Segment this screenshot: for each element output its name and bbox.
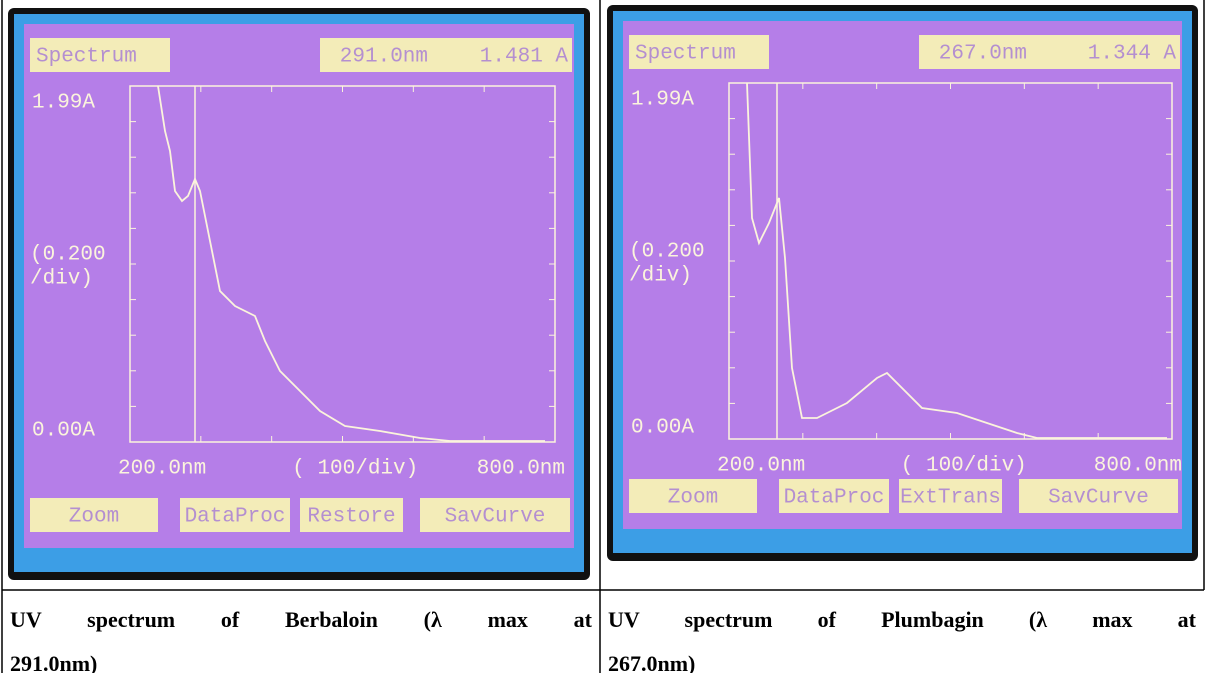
caption-line: UV spectrum of Berbaloin (λ max at bbox=[10, 607, 592, 632]
softkey bbox=[629, 479, 757, 513]
softkey-label: SavCurve bbox=[445, 506, 546, 529]
title-box bbox=[629, 35, 769, 69]
softkey bbox=[779, 479, 889, 513]
readout-absorbance: 1.481 A bbox=[480, 46, 569, 69]
caption: UV spectrum of Berbaloin (λ max at 291.0… bbox=[10, 598, 592, 673]
softkey-label: DataProc bbox=[784, 487, 885, 510]
y-top-label: 1.99A bbox=[631, 89, 694, 112]
readout-box bbox=[320, 38, 572, 72]
caption-line: UV spectrum of Plumbagin (λ max at bbox=[608, 607, 1196, 632]
softkey bbox=[300, 498, 403, 532]
caption-line: 267.0nm) bbox=[608, 651, 696, 673]
softkey-label: DataProc bbox=[185, 506, 286, 529]
softkey bbox=[180, 498, 290, 532]
caption: UV spectrum of Plumbagin (λ max at 267.0… bbox=[608, 598, 1196, 673]
y-bottom-label: 0.00A bbox=[631, 417, 694, 440]
x-start-label: 200.0nm bbox=[118, 458, 206, 481]
screen-title: Spectrum bbox=[635, 43, 736, 66]
softkey bbox=[899, 479, 1002, 513]
y-bottom-label: 0.00A bbox=[32, 420, 95, 443]
screen: Spectrum 267.0nm 1.344 A 1.99A (0.200/div) 0.… bbox=[607, 5, 1198, 561]
readout-absorbance: 1.344 A bbox=[1088, 43, 1177, 66]
y-scale-label: /div) bbox=[30, 268, 93, 291]
readout-wavelength: 267.0nm bbox=[939, 43, 1027, 66]
softkey-label: Zoom bbox=[69, 506, 119, 529]
y-scale-label: /div) bbox=[629, 265, 692, 288]
screen-title: Spectrum bbox=[36, 46, 137, 69]
y-scale-label: (0.200 bbox=[30, 244, 106, 267]
screen-display bbox=[24, 24, 574, 548]
caption-line: 291.0nm) bbox=[10, 651, 98, 673]
x-end-label: 800.0nm bbox=[1094, 455, 1182, 478]
title-box bbox=[30, 38, 170, 72]
x-start-label: 200.0nm bbox=[717, 455, 805, 478]
y-scale-label: (0.200 bbox=[629, 241, 705, 264]
softkey-label: Restore bbox=[307, 506, 395, 529]
softkey bbox=[1019, 479, 1178, 513]
screen-display bbox=[623, 21, 1182, 529]
softkey-label: ExtTrans bbox=[900, 487, 1001, 510]
spectrum-curve bbox=[157, 85, 545, 442]
readout-box bbox=[919, 35, 1180, 69]
x-scale-label: ( 100/div) bbox=[292, 458, 418, 481]
softkey bbox=[420, 498, 570, 532]
softkey-label: Zoom bbox=[668, 487, 718, 510]
x-scale-label: ( 100/div) bbox=[901, 455, 1027, 478]
readout-wavelength: 291.0nm bbox=[340, 46, 428, 69]
softkey-label: SavCurve bbox=[1048, 487, 1149, 510]
screen: Spectrum 291.0nm 1.481 A 1.99A (0.200/div) 0.… bbox=[8, 8, 590, 580]
spectrum-curve bbox=[746, 82, 1167, 439]
softkey bbox=[30, 498, 158, 532]
y-top-label: 1.99A bbox=[32, 92, 95, 115]
x-end-label: 800.0nm bbox=[477, 458, 565, 481]
